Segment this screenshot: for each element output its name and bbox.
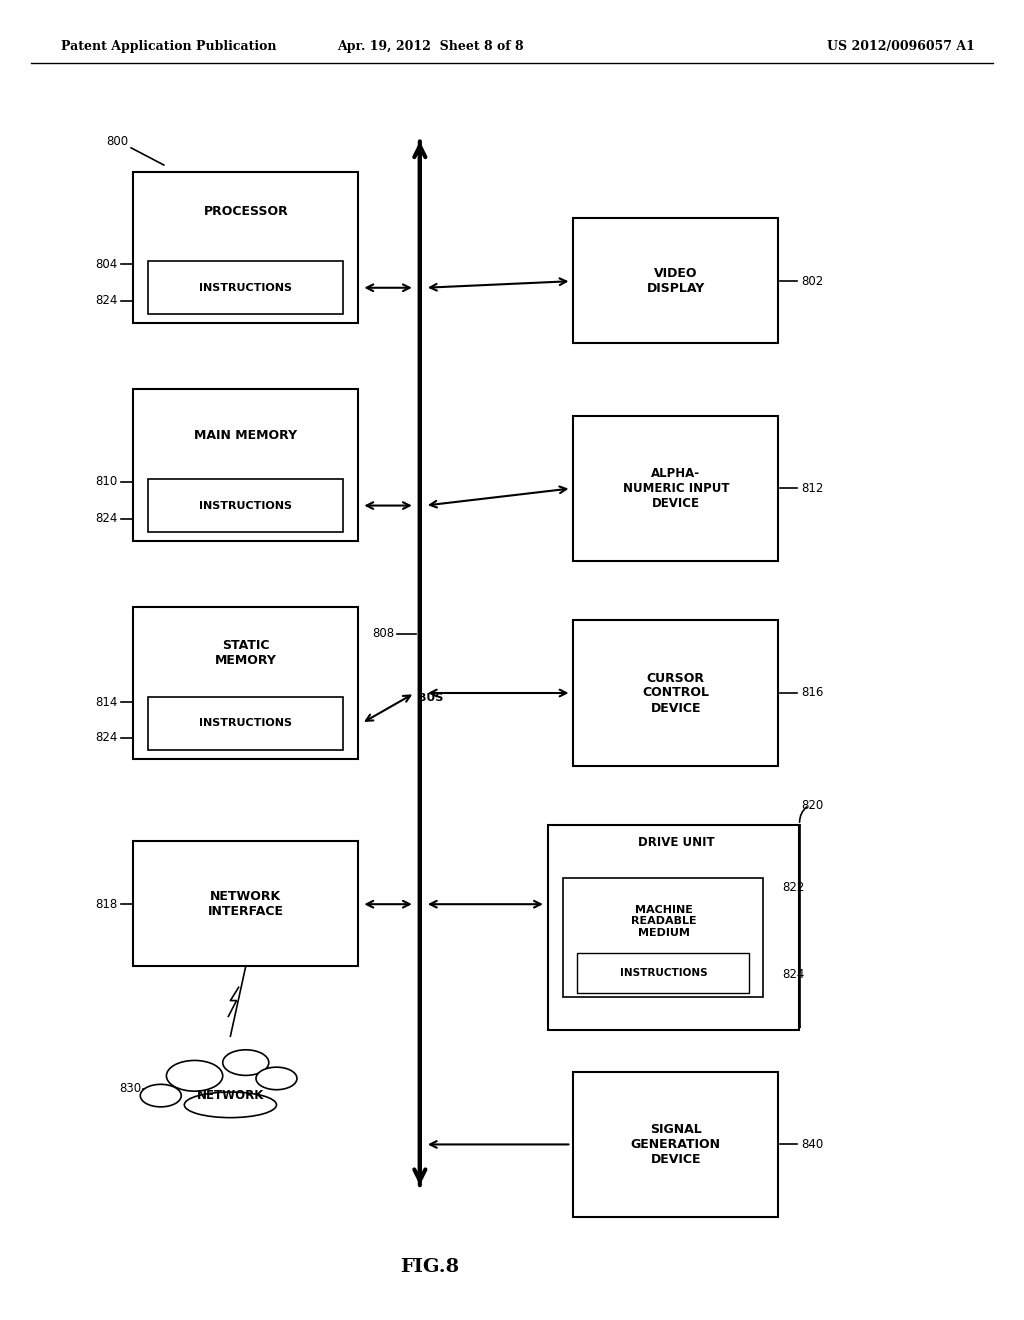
Text: 830: 830 xyxy=(119,1082,141,1096)
Text: US 2012/0096057 A1: US 2012/0096057 A1 xyxy=(827,40,975,53)
Text: Patent Application Publication: Patent Application Publication xyxy=(61,40,276,53)
Text: INSTRUCTIONS: INSTRUCTIONS xyxy=(620,968,708,978)
Ellipse shape xyxy=(184,1092,276,1118)
Text: 800: 800 xyxy=(105,135,128,148)
Text: FIG.8: FIG.8 xyxy=(400,1258,460,1276)
FancyBboxPatch shape xyxy=(148,261,343,314)
FancyBboxPatch shape xyxy=(548,825,799,1030)
FancyBboxPatch shape xyxy=(573,620,778,766)
Text: 804: 804 xyxy=(95,257,118,271)
FancyBboxPatch shape xyxy=(573,416,778,561)
Text: NETWORK: NETWORK xyxy=(197,1089,264,1102)
Ellipse shape xyxy=(223,1049,268,1076)
Text: 808: 808 xyxy=(372,627,394,640)
Ellipse shape xyxy=(166,1060,223,1092)
Text: 840: 840 xyxy=(801,1138,823,1151)
Text: MAIN MEMORY: MAIN MEMORY xyxy=(195,429,297,442)
Text: Apr. 19, 2012  Sheet 8 of 8: Apr. 19, 2012 Sheet 8 of 8 xyxy=(337,40,523,53)
Text: ALPHA-
NUMERIC INPUT
DEVICE: ALPHA- NUMERIC INPUT DEVICE xyxy=(623,467,729,510)
Text: 824: 824 xyxy=(95,512,118,525)
Text: PROCESSOR: PROCESSOR xyxy=(204,205,288,218)
Text: SIGNAL
GENERATION
DEVICE: SIGNAL GENERATION DEVICE xyxy=(631,1123,721,1166)
FancyBboxPatch shape xyxy=(133,389,358,541)
Text: 824: 824 xyxy=(95,731,118,744)
Text: 816: 816 xyxy=(801,686,823,700)
Text: BUS: BUS xyxy=(418,693,443,704)
Text: 824: 824 xyxy=(782,968,805,981)
FancyBboxPatch shape xyxy=(563,878,763,997)
Ellipse shape xyxy=(140,1084,181,1107)
Text: 822: 822 xyxy=(782,880,805,894)
Text: INSTRUCTIONS: INSTRUCTIONS xyxy=(200,500,292,511)
Text: 814: 814 xyxy=(95,696,118,709)
Text: NETWORK
INTERFACE: NETWORK INTERFACE xyxy=(208,890,284,919)
FancyBboxPatch shape xyxy=(133,841,358,966)
Text: STATIC
MEMORY: STATIC MEMORY xyxy=(215,639,276,668)
Text: 810: 810 xyxy=(95,475,118,488)
FancyBboxPatch shape xyxy=(573,1072,778,1217)
Ellipse shape xyxy=(256,1067,297,1090)
FancyBboxPatch shape xyxy=(133,607,358,759)
Text: MACHINE
READABLE
MEDIUM: MACHINE READABLE MEDIUM xyxy=(631,904,696,939)
FancyBboxPatch shape xyxy=(133,172,358,323)
Text: VIDEO
DISPLAY: VIDEO DISPLAY xyxy=(647,267,705,296)
Text: INSTRUCTIONS: INSTRUCTIONS xyxy=(200,282,292,293)
Text: 812: 812 xyxy=(801,482,823,495)
Text: CURSOR
CONTROL
DEVICE: CURSOR CONTROL DEVICE xyxy=(642,672,710,714)
FancyBboxPatch shape xyxy=(148,697,343,750)
FancyBboxPatch shape xyxy=(148,479,343,532)
Text: 802: 802 xyxy=(801,275,823,288)
Text: 818: 818 xyxy=(95,898,118,911)
FancyBboxPatch shape xyxy=(573,218,778,343)
Text: INSTRUCTIONS: INSTRUCTIONS xyxy=(200,718,292,729)
FancyBboxPatch shape xyxy=(577,953,749,993)
Text: 824: 824 xyxy=(95,294,118,308)
Text: 820: 820 xyxy=(801,799,823,812)
Text: DRIVE UNIT: DRIVE UNIT xyxy=(638,836,714,849)
